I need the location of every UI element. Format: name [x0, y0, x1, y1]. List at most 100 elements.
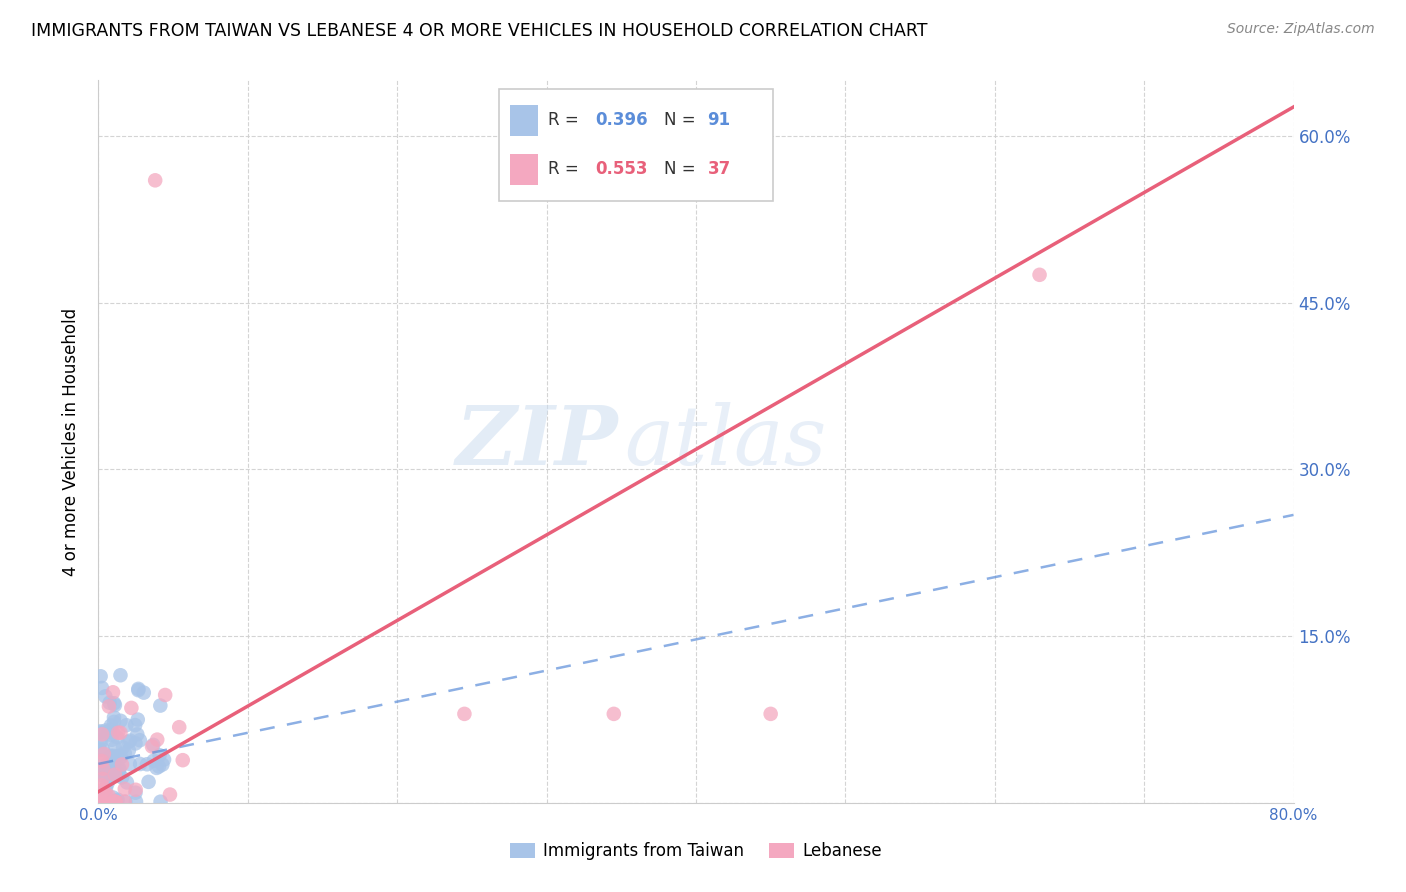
Point — [107, 766, 129, 780]
Point — [132, 686, 155, 700]
Point — [1028, 268, 1050, 282]
Point — [603, 706, 626, 721]
Point — [104, 755, 127, 769]
Point — [110, 714, 132, 728]
Point — [100, 748, 122, 763]
Point — [91, 681, 114, 695]
Point — [114, 746, 136, 760]
Point — [96, 767, 118, 781]
Point — [167, 720, 190, 734]
Point — [91, 755, 114, 769]
Point — [120, 733, 142, 747]
Point — [89, 725, 111, 739]
Point — [142, 738, 165, 752]
Point — [103, 714, 125, 729]
Bar — [510, 104, 537, 136]
Point — [111, 740, 134, 755]
Point — [143, 173, 166, 187]
Y-axis label: 4 or more Vehicles in Household: 4 or more Vehicles in Household — [62, 308, 80, 575]
Point — [96, 756, 118, 771]
Point — [97, 789, 120, 803]
Point — [103, 766, 125, 780]
Point — [103, 726, 125, 740]
Point — [90, 795, 112, 809]
Point — [94, 763, 117, 777]
Point — [104, 698, 127, 712]
Point — [97, 699, 120, 714]
Point — [103, 790, 125, 805]
Point — [90, 734, 112, 748]
Point — [124, 718, 146, 732]
Point — [107, 749, 129, 764]
Point — [89, 733, 111, 747]
Point — [127, 681, 149, 696]
Point — [104, 795, 127, 809]
Point — [100, 723, 122, 737]
Point — [90, 765, 112, 780]
Point — [118, 756, 141, 771]
Text: R =: R = — [548, 112, 585, 129]
FancyBboxPatch shape — [499, 89, 773, 201]
Point — [107, 725, 129, 739]
Point — [100, 756, 122, 770]
Point — [94, 723, 117, 738]
Point — [89, 795, 111, 809]
Point — [107, 764, 129, 778]
Point — [96, 764, 118, 778]
Point — [96, 795, 118, 809]
Point — [93, 747, 115, 761]
Point — [104, 740, 127, 755]
Point — [101, 795, 124, 809]
Point — [150, 757, 173, 772]
Point — [114, 781, 136, 796]
Legend: Immigrants from Taiwan, Lebanese: Immigrants from Taiwan, Lebanese — [503, 836, 889, 867]
Point — [129, 757, 152, 772]
Point — [159, 788, 181, 802]
Point — [124, 736, 146, 750]
Point — [90, 724, 112, 739]
Point — [90, 754, 112, 768]
Point — [90, 778, 112, 792]
Point — [108, 762, 131, 776]
Point — [89, 742, 111, 756]
Point — [141, 739, 163, 754]
Point — [759, 706, 782, 721]
Point — [89, 787, 111, 801]
Point — [117, 735, 139, 749]
Point — [89, 795, 111, 809]
Point — [98, 772, 121, 786]
Point — [115, 775, 138, 789]
Point — [90, 669, 112, 683]
Point — [127, 727, 149, 741]
Point — [91, 768, 114, 782]
Text: 91: 91 — [707, 112, 731, 129]
Point — [94, 787, 117, 801]
Point — [91, 762, 114, 776]
Point — [103, 795, 125, 809]
Point — [124, 786, 146, 800]
Point — [104, 795, 127, 809]
Point — [127, 683, 149, 698]
Point — [91, 783, 114, 797]
Text: 37: 37 — [707, 161, 731, 178]
Bar — [510, 153, 537, 185]
Point — [103, 755, 125, 769]
Point — [120, 701, 142, 715]
Point — [138, 775, 160, 789]
Point — [90, 795, 112, 809]
Point — [118, 743, 141, 757]
Point — [103, 748, 125, 763]
Point — [107, 793, 129, 807]
Point — [105, 730, 128, 744]
Point — [104, 795, 127, 809]
Point — [91, 772, 114, 786]
Point — [104, 767, 127, 781]
Point — [91, 795, 114, 809]
Point — [110, 726, 132, 740]
Point — [90, 765, 112, 780]
Point — [111, 757, 134, 772]
Text: atlas: atlas — [624, 401, 827, 482]
Point — [110, 750, 132, 764]
Text: Source: ZipAtlas.com: Source: ZipAtlas.com — [1227, 22, 1375, 37]
Point — [111, 771, 134, 785]
